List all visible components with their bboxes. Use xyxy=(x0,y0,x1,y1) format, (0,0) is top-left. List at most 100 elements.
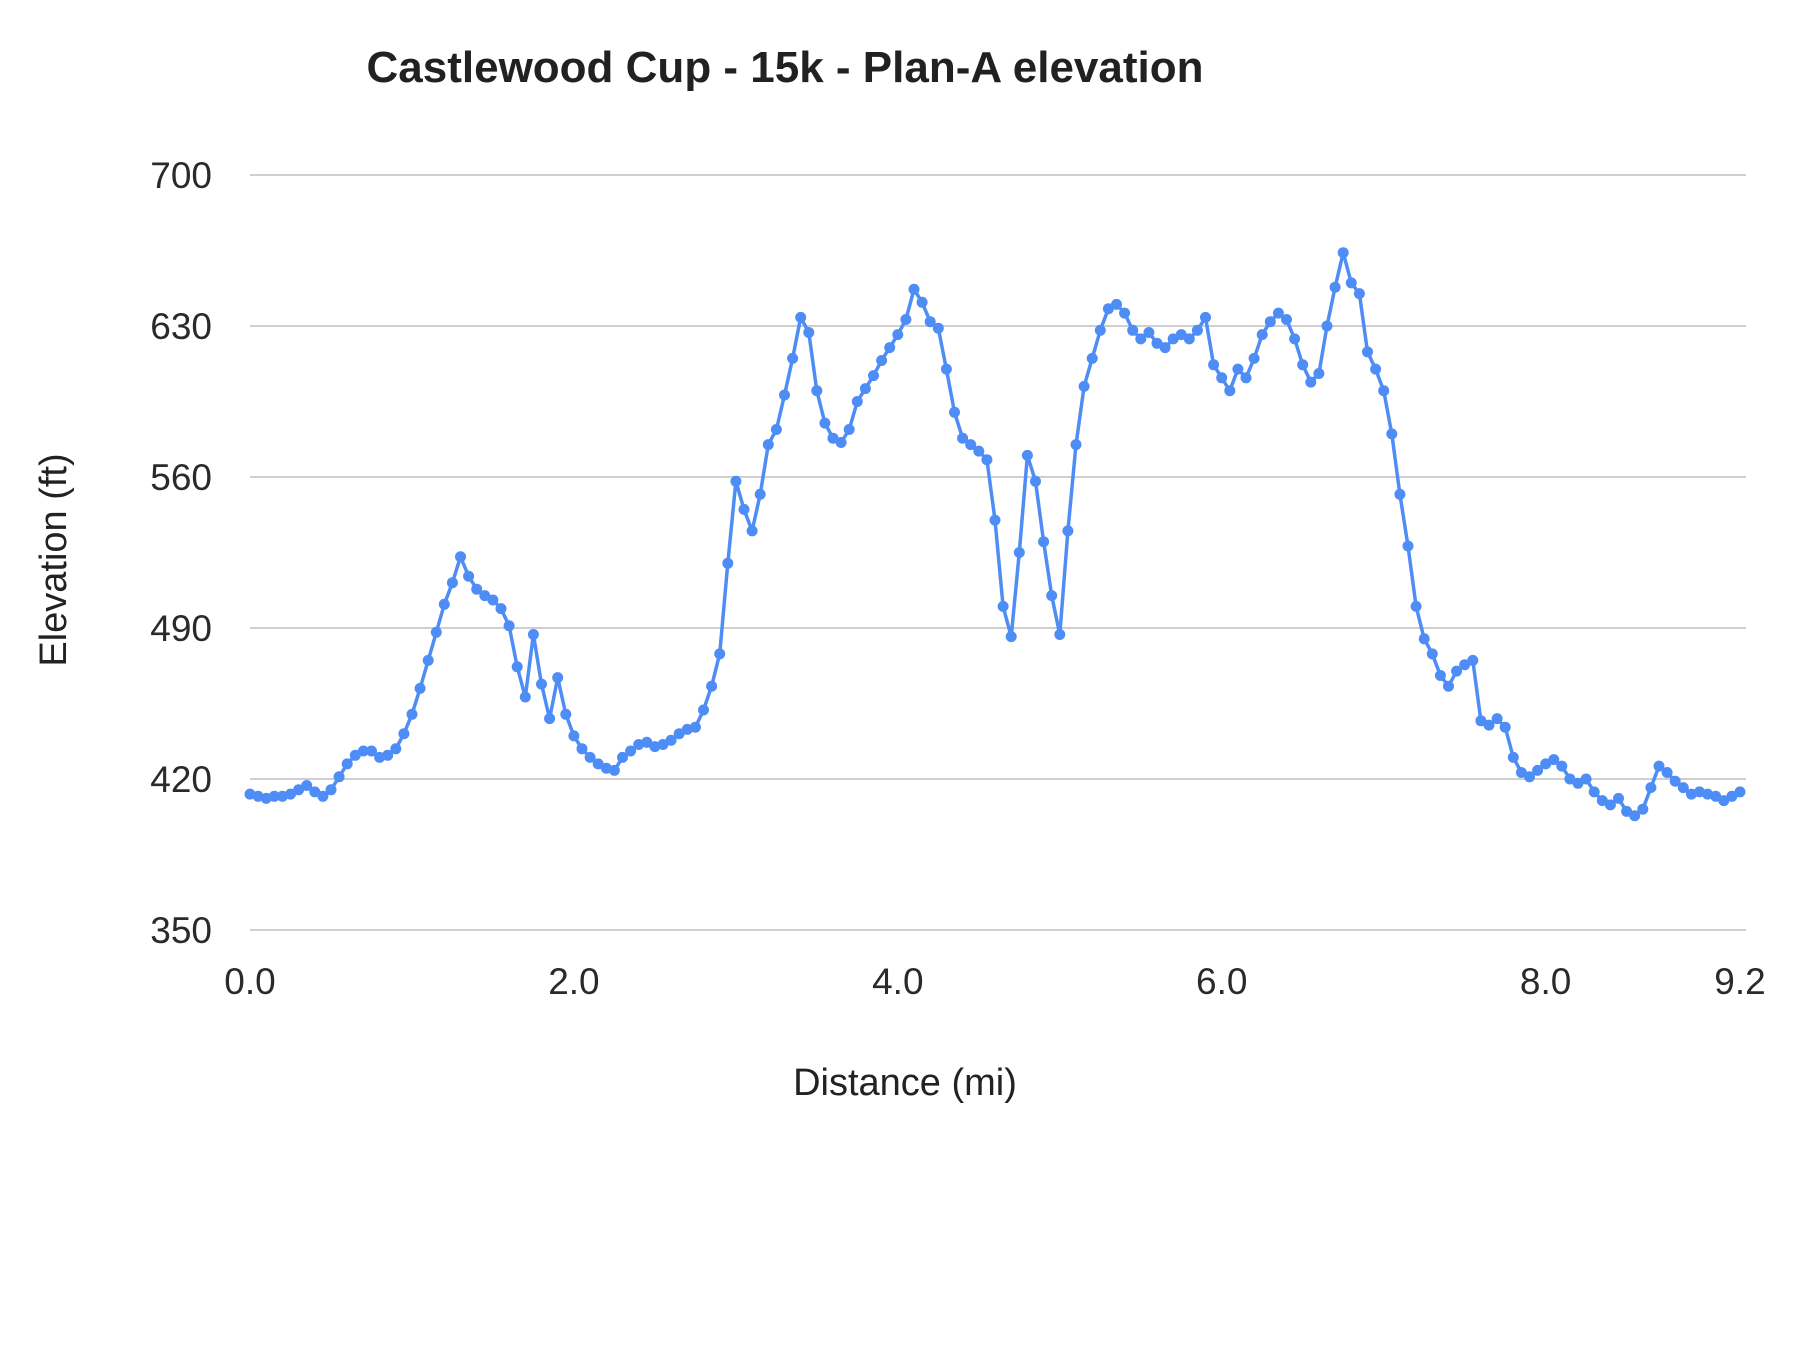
data-point xyxy=(1524,771,1535,783)
data-point xyxy=(787,352,799,364)
data-point xyxy=(341,758,353,770)
x-tick-label: 6.0 xyxy=(1196,961,1247,1002)
data-point xyxy=(884,342,896,354)
data-point xyxy=(1086,352,1098,364)
chart-title: Castlewood Cup - 15k - Plan-A elevation xyxy=(367,43,1204,92)
x-tick-label: 2.0 xyxy=(548,961,599,1002)
data-point xyxy=(1005,631,1017,643)
data-point xyxy=(876,355,888,366)
data-point xyxy=(1394,488,1406,500)
data-point xyxy=(673,728,685,740)
data-point xyxy=(730,475,742,487)
data-point xyxy=(1540,758,1552,770)
data-point xyxy=(1556,760,1568,772)
data-point xyxy=(770,424,782,435)
data-point xyxy=(722,557,734,569)
data-point xyxy=(1653,760,1665,772)
data-point xyxy=(1475,715,1487,727)
data-point xyxy=(851,396,863,407)
data-point xyxy=(908,283,920,295)
data-point xyxy=(1135,333,1147,345)
data-point xyxy=(1548,754,1560,766)
data-point xyxy=(803,327,815,338)
data-point xyxy=(754,488,766,500)
series-group xyxy=(244,247,1746,822)
data-point xyxy=(1127,324,1139,336)
y-tick-label: 700 xyxy=(150,155,212,196)
data-point xyxy=(1208,359,1220,371)
data-point xyxy=(1353,288,1365,300)
data-point xyxy=(1232,363,1244,375)
data-point xyxy=(1111,298,1122,310)
data-point xyxy=(892,329,904,341)
data-point xyxy=(965,439,977,451)
data-point xyxy=(1491,713,1503,725)
data-point xyxy=(868,370,879,382)
data-point xyxy=(390,743,402,755)
data-point xyxy=(1038,536,1050,548)
data-point xyxy=(762,439,774,451)
data-point xyxy=(1564,773,1576,785)
data-point xyxy=(665,734,677,746)
data-point xyxy=(1378,385,1390,397)
data-point xyxy=(1281,314,1292,325)
data-point xyxy=(1248,352,1260,364)
y-axis-title: Elevation (ft) xyxy=(33,453,75,666)
data-point xyxy=(357,745,369,757)
data-point xyxy=(625,745,637,757)
data-point xyxy=(779,389,790,401)
data-point xyxy=(1459,659,1471,671)
data-point xyxy=(1507,751,1519,763)
data-point xyxy=(608,764,620,776)
data-point xyxy=(617,751,628,763)
elevation-line xyxy=(248,250,1742,818)
data-point xyxy=(657,739,669,750)
data-point xyxy=(859,383,871,395)
data-point xyxy=(1013,547,1025,558)
data-point xyxy=(1434,670,1446,681)
data-point xyxy=(1515,767,1527,778)
data-point xyxy=(471,583,483,595)
data-point xyxy=(544,713,556,725)
data-point xyxy=(932,322,944,334)
data-point xyxy=(1370,363,1382,375)
data-point xyxy=(1200,311,1211,323)
data-point xyxy=(811,385,823,397)
data-point xyxy=(560,708,572,720)
data-point xyxy=(406,708,418,720)
data-point xyxy=(1410,600,1422,612)
data-point xyxy=(1167,333,1179,345)
data-point xyxy=(511,661,523,673)
x-tick-label: 8.0 xyxy=(1520,961,1571,1002)
data-point xyxy=(1532,764,1544,776)
data-point xyxy=(479,590,491,602)
data-point xyxy=(1224,385,1236,397)
data-point xyxy=(1580,773,1592,785)
data-point xyxy=(1621,805,1633,817)
data-point xyxy=(1321,320,1333,332)
data-point xyxy=(325,784,337,796)
data-point xyxy=(827,432,839,444)
data-point xyxy=(309,786,321,798)
data-point xyxy=(819,417,831,429)
data-point xyxy=(1718,795,1730,807)
data-point xyxy=(1256,329,1268,341)
data-point xyxy=(333,771,345,783)
data-point xyxy=(1596,795,1608,807)
data-point xyxy=(1305,376,1317,388)
data-point xyxy=(900,314,912,325)
data-point xyxy=(1677,782,1689,794)
data-point xyxy=(1054,629,1066,640)
data-point xyxy=(463,570,475,582)
data-point xyxy=(422,654,434,666)
data-point xyxy=(1613,792,1624,804)
data-point xyxy=(1119,307,1131,319)
data-point xyxy=(268,790,280,802)
data-point xyxy=(997,600,1009,612)
data-point xyxy=(1151,337,1163,349)
data-point xyxy=(1183,333,1195,345)
data-point xyxy=(689,721,701,733)
x-axis-title: Distance (mi) xyxy=(793,1062,1017,1104)
data-point xyxy=(487,594,499,606)
